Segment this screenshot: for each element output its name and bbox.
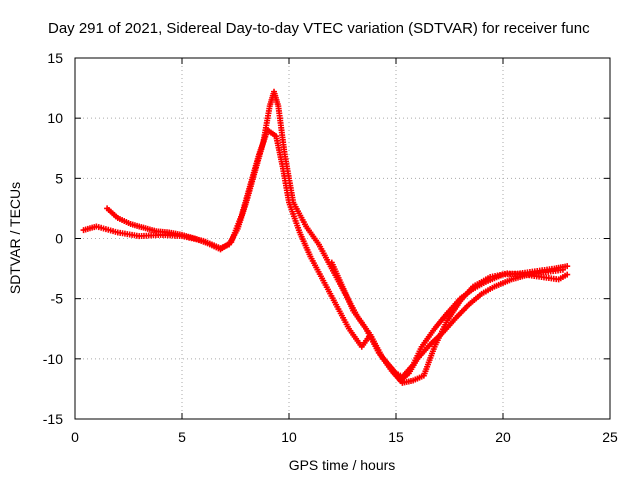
grid-lines (75, 58, 610, 419)
x-tick-label: 15 (388, 429, 404, 445)
y-tick-label: -15 (43, 411, 63, 427)
y-tick-label: 15 (47, 50, 63, 66)
y-tick-labels: -15 -10 -5 0 5 10 15 (43, 50, 63, 427)
chart-title: Day 291 of 2021, Sidereal Day-to-day VTE… (48, 20, 590, 37)
y-tick-label: -10 (43, 351, 63, 367)
x-tick-label: 10 (281, 429, 297, 445)
x-tick-label: 25 (602, 429, 618, 445)
y-tick-label: 10 (47, 110, 63, 126)
y-tick-label: 5 (55, 170, 63, 186)
x-tick-label: 5 (178, 429, 186, 445)
data-series (80, 88, 571, 386)
x-tick-label: 0 (71, 429, 79, 445)
y-tick-label: 0 (55, 231, 63, 247)
data-point (559, 266, 566, 273)
data-point (564, 271, 571, 278)
y-axis-label: SDTVAR / TECUs (7, 182, 23, 294)
y-tick-label: -5 (51, 291, 64, 307)
data-point (564, 263, 571, 270)
x-tick-label: 20 (495, 429, 511, 445)
axis-ticks (74, 57, 611, 420)
x-tick-labels: 0 5 10 15 20 25 (71, 429, 618, 445)
x-axis-label: GPS time / hours (289, 457, 396, 473)
